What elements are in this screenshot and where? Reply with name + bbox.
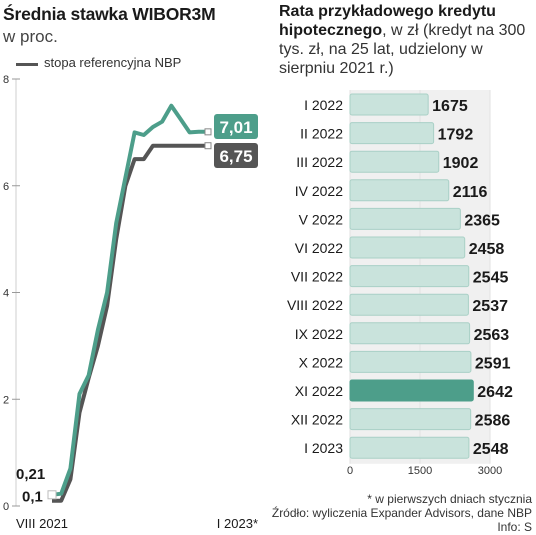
bar-category-label: VII 2022 xyxy=(291,269,343,285)
right-chart-title-rest: , w zł (kredyt na 300 tys. zł, na 25 lat… xyxy=(279,22,526,77)
bar-value-label: 2545 xyxy=(473,270,509,287)
bar-category-label: XII 2022 xyxy=(291,412,343,428)
bar-value-label: 2591 xyxy=(475,355,511,372)
line-chart-y-tick-label: 0 xyxy=(3,501,9,513)
legend-ref-label: stopa referencyjna NBP xyxy=(44,55,182,70)
series-line-ref xyxy=(52,143,208,503)
bar-chart-x-tick-label: 0 xyxy=(347,465,353,477)
bar xyxy=(349,122,435,145)
bar-value-label: 1902 xyxy=(443,155,479,172)
bar-value-label: 2458 xyxy=(469,241,505,258)
bar xyxy=(349,350,472,373)
end-label-ref: 6,75 xyxy=(219,147,252,166)
bar-category-label: I 2022 xyxy=(304,97,343,113)
end-label-wibor: 7,01 xyxy=(219,118,252,137)
bar xyxy=(349,436,470,459)
bar-category-label: IV 2022 xyxy=(295,183,343,199)
bar-value-label: 1792 xyxy=(438,127,474,144)
bar xyxy=(349,265,470,288)
bar-chart-x-tick-label: 3000 xyxy=(478,465,502,477)
bar xyxy=(349,93,429,116)
bar-value-label: 2642 xyxy=(477,384,513,401)
bar xyxy=(349,150,440,173)
bar-category-label: VI 2022 xyxy=(295,240,343,256)
bar-category-label: V 2022 xyxy=(299,211,344,227)
info-credit: Info: S xyxy=(497,520,532,534)
source-line: Źródło: wyliczenia Expander Advisors, da… xyxy=(271,506,532,520)
line-chart-y-tick-label: 4 xyxy=(3,288,9,300)
bar-category-label: X 2022 xyxy=(299,354,344,370)
bar xyxy=(349,293,469,316)
start-label-wibor: 0,21 xyxy=(16,466,45,483)
line-chart-y-tick-label: 8 xyxy=(3,74,9,86)
bar xyxy=(349,379,474,402)
left-chart-subtitle: w proc. xyxy=(3,27,58,46)
bar-value-label: 2537 xyxy=(472,298,508,315)
bar-value-label: 2563 xyxy=(474,327,510,344)
bar-category-label: III 2022 xyxy=(296,154,343,170)
bar-value-label: 2116 xyxy=(453,184,488,201)
bar-value-label: 1675 xyxy=(432,98,468,115)
bar-value-label: 2365 xyxy=(464,212,500,229)
bar xyxy=(349,179,450,202)
line-chart-y-tick-label: 6 xyxy=(3,181,9,193)
bar xyxy=(349,322,471,345)
bar-category-label: VIII 2022 xyxy=(287,297,343,313)
end-badge-wibor xyxy=(214,114,258,139)
left-chart-title: Średnia stawka WIBOR3M xyxy=(3,4,216,24)
end-marker-ref xyxy=(204,142,212,150)
legend-ref-swatch xyxy=(16,63,38,66)
series-line-wibor xyxy=(51,103,208,497)
bar-chart-x-tick-label: 1500 xyxy=(408,465,432,477)
bar xyxy=(349,236,466,259)
end-marker-wibor xyxy=(204,128,212,136)
right-chart-title: Rata przykładowego kredytu hipotecznego,… xyxy=(279,2,534,78)
bar-category-label: I 2023 xyxy=(304,440,343,456)
footnote: * w pierwszych dniach stycznia xyxy=(367,492,532,506)
x-tick-label-start: VIII 2021 xyxy=(16,516,68,531)
start-label-ref: 0,1 xyxy=(22,489,43,506)
right-chart-title-bold: Rata przykładowego kredytu hipotecznego xyxy=(279,3,496,39)
end-badge-ref xyxy=(214,143,258,168)
bar-category-label: II 2022 xyxy=(300,126,343,142)
line-chart-y-tick-label: 2 xyxy=(3,394,9,406)
bar-category-label: IX 2022 xyxy=(295,326,343,342)
x-tick-label-end: I 2023* xyxy=(217,516,258,531)
bar xyxy=(349,408,472,431)
bar-value-label: 2586 xyxy=(475,413,511,430)
start-marker xyxy=(47,490,57,500)
bar-category-label: XI 2022 xyxy=(295,383,343,399)
bar xyxy=(349,207,461,230)
bar-value-label: 2548 xyxy=(473,441,509,458)
